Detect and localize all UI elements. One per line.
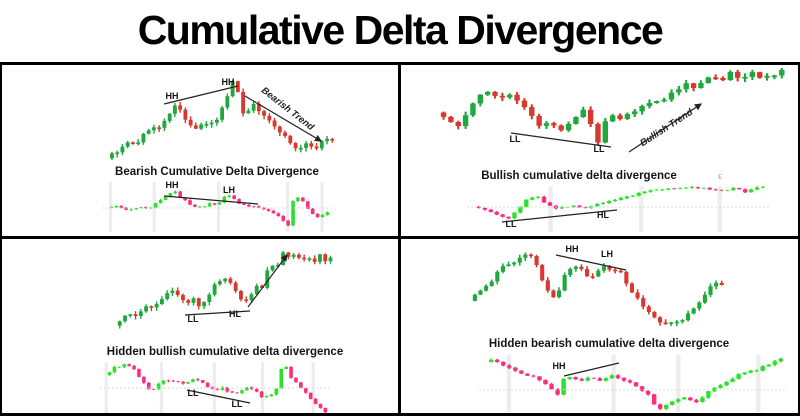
- delta-candlestick-chart: [108, 182, 330, 232]
- price-candlestick-chart: [440, 68, 785, 146]
- price-candlestick-chart: [117, 250, 333, 329]
- indicator-icon: ε: [717, 171, 723, 181]
- price-candlestick-chart: [472, 252, 724, 327]
- quadrant-grid: Bearish Cumulative Delta Divergence HH HH H…: [0, 62, 800, 416]
- delta-candlestick-chart: [488, 355, 784, 412]
- chart-caption: Hidden bearish cumulative delta divergen…: [488, 338, 730, 350]
- chart-caption: Bullish cumulative delta divergence: [481, 170, 677, 182]
- price-candlestick-chart: [110, 79, 335, 161]
- page-title: Cumulative Delta Divergence: [137, 6, 664, 53]
- delta-candlestick-chart: [104, 362, 328, 413]
- chart-caption: Hidden bullish cumulative delta divergen…: [106, 346, 344, 358]
- quadrant-bullish-divergence: Bullish cumulative delta divergence ε LL LL…: [401, 65, 798, 236]
- quadrant-hidden-bullish-divergence: Hidden bullish cumulative delta divergen…: [2, 239, 398, 413]
- quadrant-hidden-bearish-divergence: Hidden bearish cumulative delta divergen…: [401, 239, 798, 413]
- chart-caption: Bearish Cumulative Delta Divergence: [115, 166, 319, 178]
- delta-candlestick-chart: [476, 186, 766, 232]
- quadrant-bearish-divergence: Bearish Cumulative Delta Divergence HH HH H…: [2, 65, 398, 236]
